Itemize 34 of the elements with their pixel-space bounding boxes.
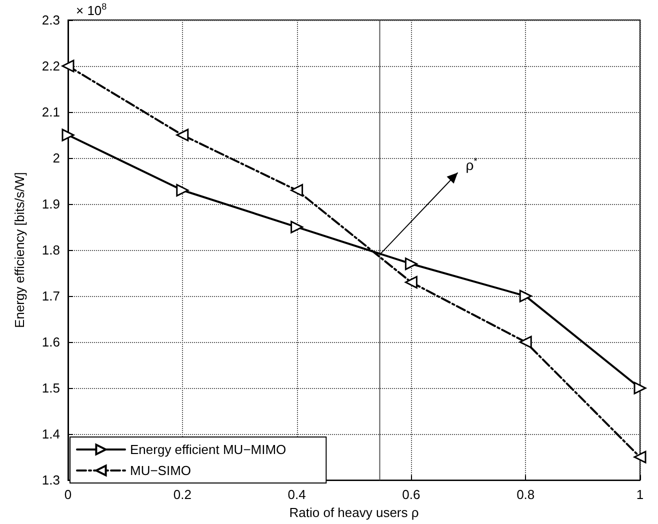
annotation: ρ* — [466, 156, 478, 174]
point — [404, 258, 418, 270]
point — [176, 184, 189, 196]
x-tick-label: 0.8 — [516, 487, 535, 502]
legend-label: MU−SIMO — [130, 463, 192, 478]
point — [176, 128, 189, 142]
y-tick-label: 2.2 — [42, 58, 60, 74]
y-tick-label: 1.6 — [42, 334, 60, 350]
point — [290, 184, 304, 196]
y-tick-label: 1.3 — [42, 472, 60, 488]
point — [404, 276, 418, 289]
x-tick-label: 0.2 — [173, 487, 192, 502]
point — [634, 382, 646, 394]
x-tick-label: 0 — [64, 487, 72, 502]
point — [290, 220, 304, 234]
y-tick-label: 1.5 — [42, 380, 60, 396]
x-axis-title: Ratio of heavy users ρ — [289, 505, 419, 520]
y-tick-label: 2.3 — [42, 12, 60, 28]
legend-label: Energy efficient MU−MIMO — [130, 442, 286, 457]
point — [519, 336, 532, 348]
point — [62, 128, 74, 142]
y-tick-label: 1.7 — [42, 288, 60, 304]
point — [519, 290, 532, 302]
y-axis-title: Energy efficiency [bits/s/W] — [12, 172, 27, 328]
y-tick-label: 2.1 — [42, 104, 60, 120]
y-tick-label: 2 — [52, 150, 60, 166]
point — [62, 60, 74, 72]
x-tick-label: 0.4 — [288, 487, 306, 502]
point — [634, 450, 646, 464]
y-tick-label: 1.8 — [42, 242, 60, 258]
y-tick-label: 1.9 — [42, 196, 60, 212]
x-tick-label: 1 — [636, 487, 644, 502]
x-tick-label: 0.6 — [402, 487, 420, 502]
y-tick-label: 1.4 — [42, 426, 60, 442]
